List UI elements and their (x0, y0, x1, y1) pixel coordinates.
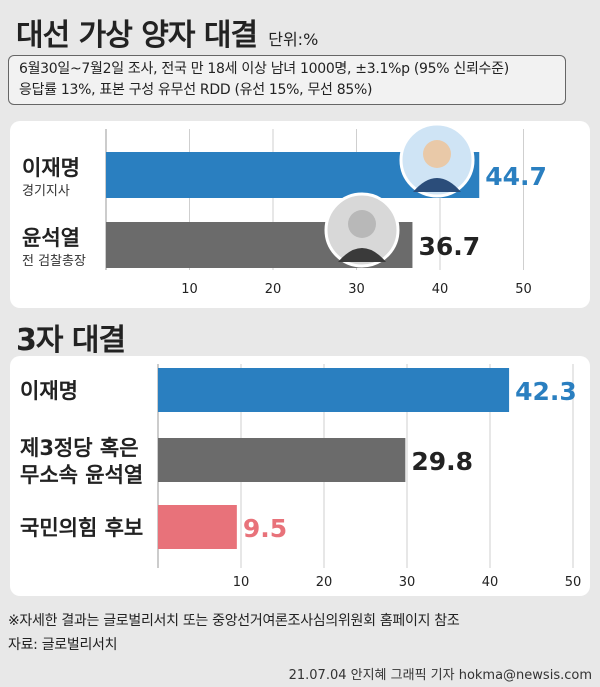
x-tick-label: 30 (399, 575, 416, 590)
photo-shoulders-icon (413, 178, 461, 192)
photo-face-icon (423, 140, 451, 168)
bar-value-label: 9.5 (243, 514, 287, 543)
footer-note: ※자세한 결과는 글로벌리서치 또는 중앙선거여론조사심의위원회 홈페이지 참조 (8, 613, 460, 629)
category-label: 이재명 (22, 156, 80, 180)
bar (158, 368, 510, 412)
unit-label: 단위:% (268, 30, 319, 49)
x-tick-label: 10 (181, 282, 198, 297)
x-tick-label: 40 (482, 575, 499, 590)
x-tick-label: 20 (265, 282, 282, 297)
category-label: 제3정당 혹은 (20, 436, 139, 460)
category-label: 이재명 (20, 379, 78, 403)
category-sublabel: 전 검찰총장 (22, 254, 86, 269)
x-tick-label: 20 (316, 575, 333, 590)
x-tick-label: 10 (233, 575, 250, 590)
x-tick-label: 30 (348, 282, 365, 297)
x-tick-label: 50 (565, 575, 582, 590)
bar-value-label: 36.7 (418, 232, 480, 261)
survey-line-1: 6월30일~7월2일 조사, 전국 만 18세 이상 남녀 1000명, ±3.… (19, 61, 509, 77)
category-label: 윤석열 (22, 226, 80, 250)
bar (158, 438, 406, 482)
category-label: 국민의힘 후보 (20, 516, 143, 540)
bar (158, 505, 237, 549)
bar-value-label: 44.7 (485, 162, 547, 191)
page-title: 대선 가상 양자 대결 (16, 18, 258, 53)
category-label: 무소속 윤석열 (20, 463, 143, 487)
bar-value-label: 29.8 (411, 447, 473, 476)
title-row: 대선 가상 양자 대결 단위:% (16, 10, 318, 54)
footer-credit: 21.07.04 안지혜 그래픽 기자 hokma@newsis.com (288, 668, 592, 683)
footer-source: 자료: 글로벌리서치 (8, 637, 118, 653)
photo-shoulders-icon (338, 248, 386, 262)
bar-value-label: 42.3 (515, 377, 577, 406)
x-tick-label: 40 (432, 282, 449, 297)
survey-info-box: 6월30일~7월2일 조사, 전국 만 18세 이상 남녀 1000명, ±3.… (8, 55, 566, 105)
section-title-three-way: 3자 대결 (16, 323, 126, 358)
survey-line-2: 응답률 13%, 표본 구성 유무선 RDD (유선 15%, 무선 85%) (19, 82, 373, 98)
category-sublabel: 경기지사 (22, 184, 70, 199)
x-tick-label: 50 (515, 282, 532, 297)
photo-face-icon (348, 210, 376, 238)
